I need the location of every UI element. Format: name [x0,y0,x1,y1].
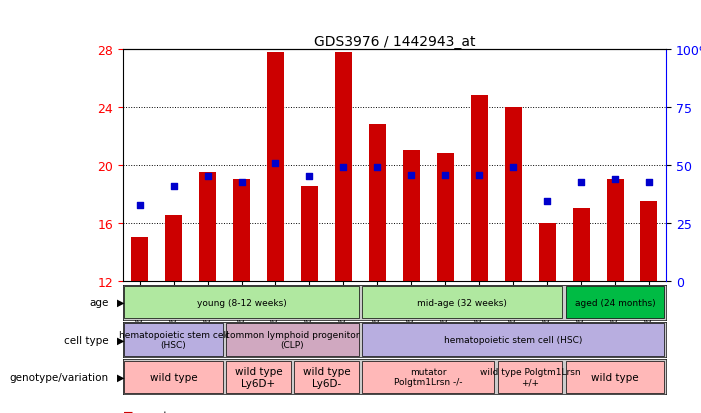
Text: count: count [138,410,168,413]
Text: ▶: ▶ [117,335,125,345]
Title: GDS3976 / 1442943_at: GDS3976 / 1442943_at [313,35,475,49]
Text: wild type: wild type [150,372,198,382]
Bar [165,216,182,281]
Point [440,172,451,178]
Text: genotype/variation: genotype/variation [10,372,109,382]
Point [338,165,349,171]
Text: hematopoietic stem cell (HSC): hematopoietic stem cell (HSC) [444,335,583,344]
Bar [362,286,562,319]
Bar [362,361,494,393]
Bar [199,173,216,281]
Point [474,172,485,178]
Bar [124,286,359,319]
Bar [641,201,658,281]
Text: wild type
Ly6D+: wild type Ly6D+ [235,366,283,388]
Bar [226,361,291,393]
Point [202,173,213,180]
Bar [498,361,562,393]
Point [576,179,587,186]
Bar [573,209,590,281]
Point [134,202,145,209]
Text: wild type
Ly6D-: wild type Ly6D- [303,366,350,388]
Bar [362,323,665,356]
Bar [131,237,148,281]
Bar [294,361,359,393]
Bar [335,52,352,281]
Point [270,160,281,167]
Bar [233,180,250,281]
Bar [301,187,318,281]
Bar [566,361,665,393]
Bar [470,96,488,281]
Bar [124,361,223,393]
Bar [505,107,522,281]
Point [508,165,519,171]
Text: cell type: cell type [64,335,109,345]
Point [406,172,417,178]
Text: mid-age (32 weeks): mid-age (32 weeks) [417,298,507,307]
Text: ■: ■ [123,410,137,413]
Text: age: age [89,297,109,308]
Point [372,165,383,171]
Text: aged (24 months): aged (24 months) [575,298,655,307]
Bar [267,52,284,281]
Point [168,183,179,190]
Bar [437,154,454,281]
Text: ▶: ▶ [117,372,125,382]
Bar [606,180,623,281]
Point [609,176,620,183]
Text: wild type: wild type [591,372,639,382]
Text: young (8-12 weeks): young (8-12 weeks) [197,298,287,307]
Bar [403,151,420,281]
Bar [538,223,556,281]
Bar [566,286,665,319]
Point [541,198,552,204]
Text: ▶: ▶ [117,297,125,308]
Text: wild type Polgtm1Lrsn
+/+: wild type Polgtm1Lrsn +/+ [479,367,580,387]
Point [304,173,315,180]
Point [236,179,247,186]
Bar [226,323,359,356]
Text: hematopoietic stem cell
(HSC): hematopoietic stem cell (HSC) [118,330,229,349]
Bar [369,125,386,281]
Bar [124,323,223,356]
Point [644,179,655,186]
Text: common lymphoid progenitor
(CLP): common lymphoid progenitor (CLP) [225,330,360,349]
Text: mutator
Polgtm1Lrsn -/-: mutator Polgtm1Lrsn -/- [394,367,463,387]
